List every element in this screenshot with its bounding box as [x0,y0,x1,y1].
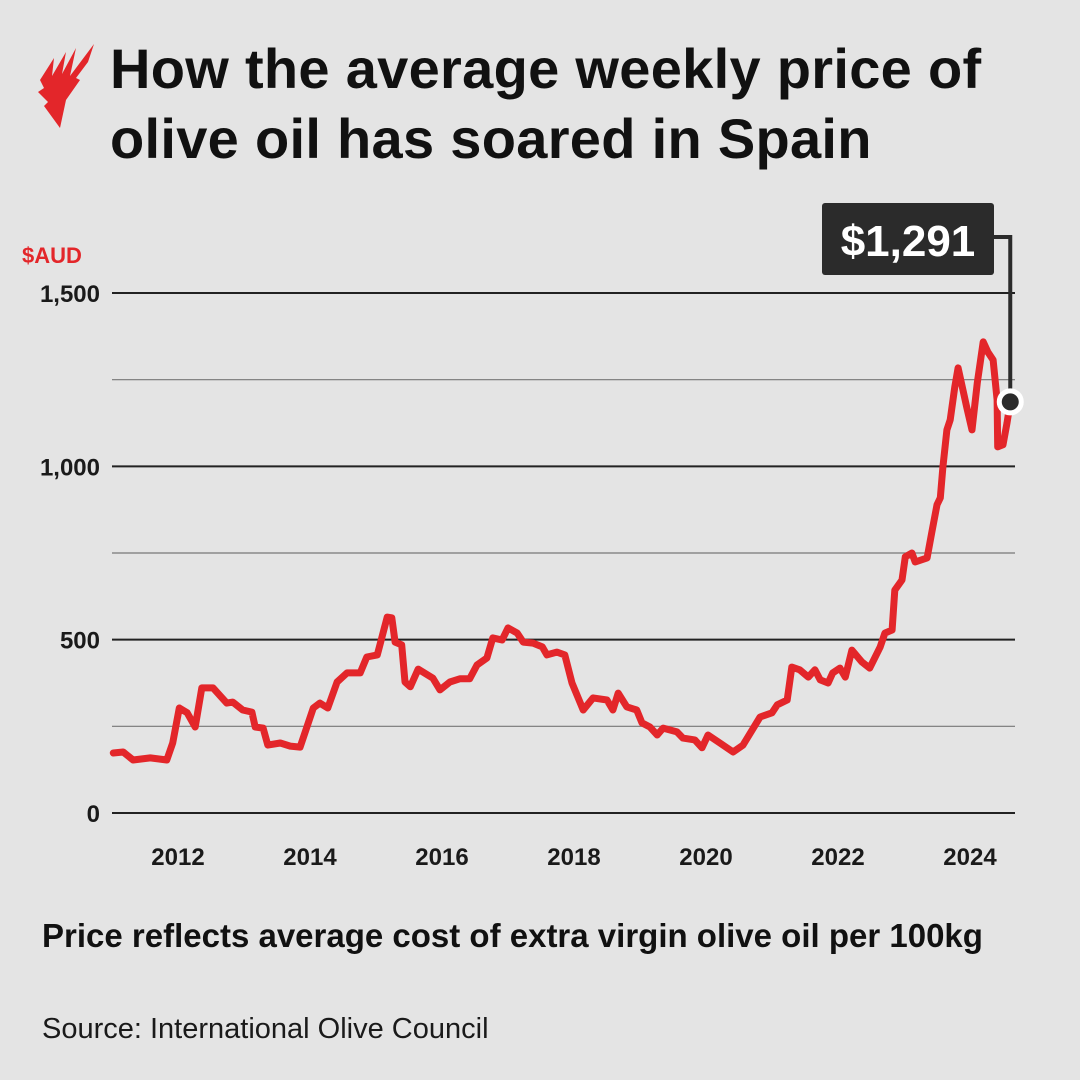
x-tick-label: 2024 [943,844,997,871]
x-tick-label: 2014 [283,844,337,871]
x-tick-label: 2018 [547,844,600,871]
y-tick-label: 1,500 [40,281,100,308]
x-tick-label: 2016 [415,844,468,871]
annotation-label: $1,291 [841,217,976,266]
chart-note: Price reflects average cost of extra vir… [42,917,983,954]
y-tick-label: 500 [60,628,100,655]
price-series-line [109,338,1014,764]
chart-title: How the average weekly price of olive oi… [110,37,982,170]
line-chart: 0 500 1,000 1,500 2012 2014 2016 2018 2020 2022 2… [22,203,1024,871]
annotation-box [822,203,994,275]
x-tick-label: 2012 [151,844,204,871]
x-tick-label: 2022 [811,844,864,871]
y-tick-label: 0 [87,801,100,828]
annotation-connector [994,235,1013,402]
y-tick-label: 1,000 [40,454,100,481]
chart-source: Source: International Olive Council [42,1013,489,1045]
y-axis-unit-label: $AUD [22,243,82,268]
x-tick-label: 2020 [679,844,732,871]
last-point-marker [996,388,1024,416]
sbs-logo [38,44,94,128]
